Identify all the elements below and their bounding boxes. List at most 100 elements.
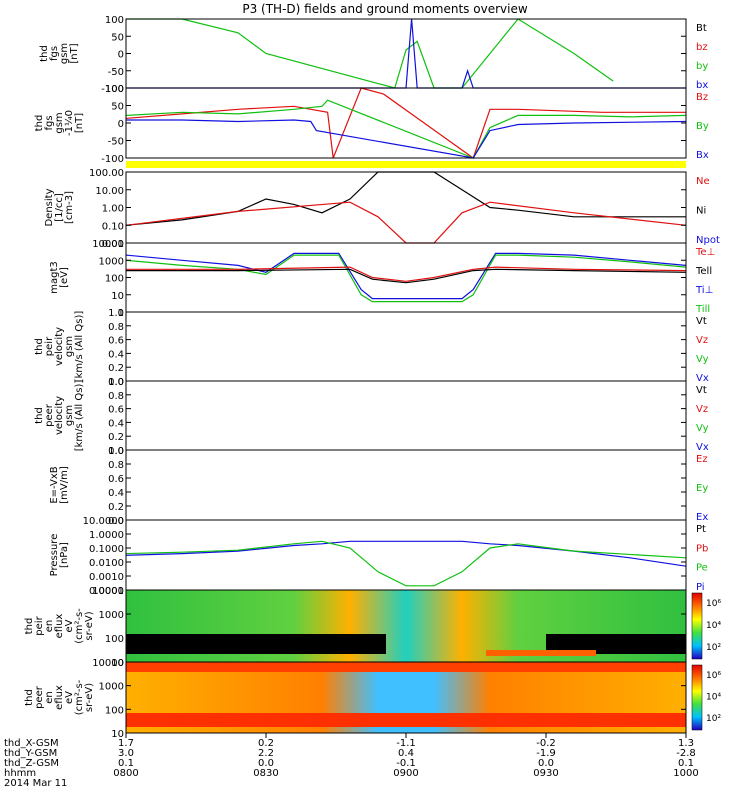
legend-label: Ti⊥ xyxy=(695,285,713,296)
colorbar-tick-label: 10⁴ xyxy=(706,693,721,703)
y-axis-label: peir xyxy=(44,336,55,356)
y-tick-label: 0.2 xyxy=(108,363,124,374)
x-tick-value: 0.1 xyxy=(678,758,694,769)
y-axis-label: Pressure xyxy=(49,534,60,577)
y-tick-label: 0 xyxy=(118,50,124,61)
x-tick-value: 0800 xyxy=(113,768,138,779)
legend-label: Ni xyxy=(696,206,706,217)
y-axis-label: [mV/m] xyxy=(59,466,70,504)
y-axis-label: [km/s (All Qs)] xyxy=(74,311,85,383)
spectrogram-orange-band xyxy=(486,650,596,656)
y-tick-label: 0.4 xyxy=(108,349,124,360)
y-axis-label: gsm xyxy=(64,405,75,426)
legend-label: Pi xyxy=(696,582,705,593)
y-axis-label: peir xyxy=(34,615,45,635)
y-tick-label: 0.10 xyxy=(102,221,124,232)
y-axis-label: (cm²-s- xyxy=(74,679,85,715)
x-tick-value: 1.3 xyxy=(678,738,694,749)
y-tick-label: 1.00 xyxy=(102,204,124,215)
legend-label: Bx xyxy=(696,150,709,161)
xaxis-row-label: thd_Z-GSM xyxy=(4,758,59,769)
y-tick-label: 100 xyxy=(105,634,124,645)
y-axis-label: en xyxy=(44,620,55,633)
series-line-green xyxy=(125,254,687,303)
legend-label: by xyxy=(696,61,708,72)
y-tick-label: 1.0000 xyxy=(89,530,124,541)
y-axis-label: gsm xyxy=(59,43,70,64)
y-axis-label: Density xyxy=(44,188,55,226)
series-line-green xyxy=(125,99,687,159)
legend-label: bx xyxy=(696,80,708,91)
legend-label: Vz xyxy=(696,335,708,346)
x-tick-value: -1.9 xyxy=(536,748,556,759)
colorbar-tick-label: 10⁴ xyxy=(706,621,721,631)
y-axis-label: [nT] xyxy=(74,113,85,133)
legend-label: Bz xyxy=(696,92,708,103)
y-tick-label: 50 xyxy=(111,102,124,113)
x-tick-value: -2.8 xyxy=(676,748,696,759)
series-line-blue xyxy=(126,18,686,89)
legend-label: Vz xyxy=(696,404,708,415)
y-axis-label: [km/s (All Qs)] xyxy=(74,380,85,452)
legend-label: Ey xyxy=(696,483,708,494)
y-tick-label: 100 xyxy=(105,705,124,716)
y-axis-label: [cm-3] xyxy=(64,191,75,224)
y-tick-label: 0.0100 xyxy=(89,558,124,569)
y-tick-label: 100 xyxy=(105,84,124,95)
panel-frame xyxy=(125,171,687,244)
y-tick-label: 10 xyxy=(111,729,124,740)
y-tick-label: -50 xyxy=(108,137,124,148)
y-tick-label: 100 xyxy=(105,274,124,285)
y-tick-label: 0.0010 xyxy=(89,572,124,583)
legend-label: bz xyxy=(696,42,708,53)
series-line-green xyxy=(126,18,614,89)
legend-label: By xyxy=(696,121,709,132)
y-tick-label: 1000 xyxy=(99,682,124,693)
legend-label: Vt xyxy=(696,316,707,327)
y-tick-label: 0.6 xyxy=(108,336,124,347)
y-axis-label: thd xyxy=(34,338,45,355)
y-tick-label: 0.1000 xyxy=(89,544,124,555)
x-tick-value: -0.1 xyxy=(396,758,416,769)
panel-frame xyxy=(125,18,687,89)
y-axis-label: (cm²-s- xyxy=(74,608,85,644)
panel-1: 100 50 0 -50 -100 thd fgs gsm [nT] Bt bz by bx xyxy=(39,15,708,95)
xaxis-date: 2014 Mar 11 xyxy=(4,778,67,789)
spectrogram-top-band xyxy=(126,662,686,672)
legend-label: Till xyxy=(695,304,710,315)
panel-5: 1.0 0.8 0.6 0.4 0.2 0.0 thd peir velocity gsm [km/… xyxy=(34,308,709,388)
y-axis-label: velocity xyxy=(54,396,65,435)
colorbar xyxy=(691,592,703,660)
x-tick-value: 0.1 xyxy=(118,758,134,769)
y-tick-label: 10 xyxy=(111,658,124,669)
y-tick-label: 10000 xyxy=(92,239,124,250)
y-axis-label: en xyxy=(44,691,55,704)
y-tick-label: 10000 xyxy=(92,658,124,669)
x-axis-readout: thd_X-GSM thd_Y-GSM thd_Z-GSM hhmm 2014 … xyxy=(4,738,67,789)
y-tick-label: 100.00 xyxy=(89,168,124,179)
y-tick-label: 0.6 xyxy=(108,474,124,485)
y-tick-label: -100 xyxy=(101,154,124,165)
y-axis-label: [eV] xyxy=(59,267,70,288)
y-tick-label: 0.8 xyxy=(108,391,124,402)
spectrogram-red-band xyxy=(126,713,686,727)
y-tick-label: 0.0 xyxy=(108,446,124,457)
y-axis-label: eflux xyxy=(54,614,65,639)
series-line-red xyxy=(125,201,687,244)
x-tick-value: 1000 xyxy=(673,768,698,779)
y-axis-label: thd xyxy=(39,45,50,62)
x-tick-value: 0.0 xyxy=(258,758,274,769)
panel-8: 10.0000 1.0000 0.1000 0.0100 0.0010 0.0001 Pre… xyxy=(49,516,708,597)
y-tick-label: 0.0 xyxy=(108,516,124,527)
x-tick-value: 0.2 xyxy=(258,738,274,749)
panel-7: 1.0 0.8 0.6 0.4 0.2 0.0 E=-VxB [mV/m] Ez Ey Ex xyxy=(49,446,708,527)
x-tick-value: 2.2 xyxy=(258,748,274,759)
xaxis-row-label: hhmm xyxy=(4,768,36,779)
y-tick-label: 0.2 xyxy=(108,502,124,513)
y-tick-label: 100 xyxy=(105,15,124,26)
series-line-black xyxy=(125,171,686,226)
x-tick-value: -1.1 xyxy=(396,738,416,749)
xaxis-row-label: thd_X-GSM xyxy=(4,738,59,749)
series-line-blue xyxy=(126,119,687,159)
